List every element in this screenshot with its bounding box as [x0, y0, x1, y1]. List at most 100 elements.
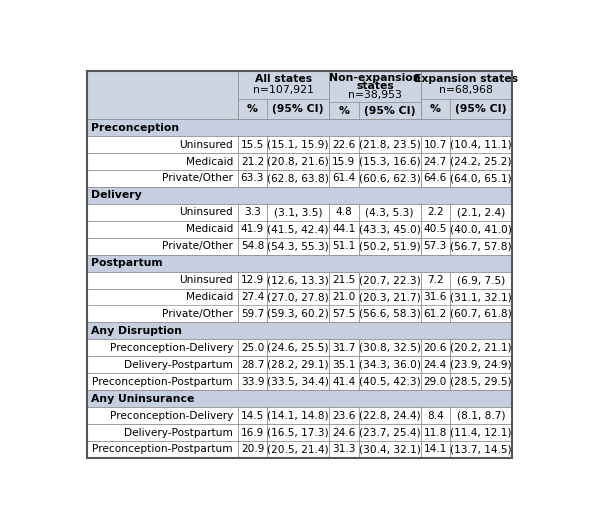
Bar	[267, 136, 329, 153]
Text: Uninsured: Uninsured	[179, 207, 233, 217]
Bar	[329, 238, 359, 255]
Bar	[421, 373, 450, 390]
Text: 54.8: 54.8	[241, 241, 264, 251]
Text: (95% CI): (95% CI)	[455, 104, 507, 114]
Text: %: %	[430, 104, 441, 114]
Bar	[86, 136, 238, 153]
Text: 31.3: 31.3	[332, 444, 356, 455]
Bar	[421, 204, 450, 221]
Bar	[450, 238, 512, 255]
Bar	[86, 322, 512, 339]
Bar	[359, 424, 421, 441]
Bar	[86, 373, 238, 390]
Bar	[86, 356, 238, 373]
Text: 31.6: 31.6	[424, 292, 447, 302]
Text: 51.1: 51.1	[332, 241, 356, 251]
Bar	[86, 204, 238, 221]
Text: 11.8: 11.8	[424, 427, 447, 438]
Bar	[329, 356, 359, 373]
Bar	[421, 153, 450, 170]
Text: 31.7: 31.7	[332, 343, 356, 353]
Text: Non-expansion: Non-expansion	[329, 73, 421, 83]
Text: (40.5, 42.3): (40.5, 42.3)	[359, 376, 421, 387]
Text: 21.2: 21.2	[241, 157, 264, 167]
Bar	[359, 305, 421, 322]
Bar	[359, 407, 421, 424]
Bar	[450, 373, 512, 390]
Bar	[238, 238, 267, 255]
Text: Preconception-Postpartum: Preconception-Postpartum	[92, 444, 233, 455]
Bar	[450, 170, 512, 187]
Text: Preconception-Delivery: Preconception-Delivery	[110, 343, 233, 353]
Bar	[450, 356, 512, 373]
Text: (28.2, 29.1): (28.2, 29.1)	[268, 360, 329, 370]
Bar	[86, 305, 238, 322]
Text: (4.3, 5.3): (4.3, 5.3)	[365, 207, 414, 217]
Text: 41.4: 41.4	[332, 376, 356, 387]
Text: 16.9: 16.9	[241, 427, 264, 438]
Text: All states: All states	[255, 74, 312, 84]
Text: 10.7: 10.7	[424, 140, 447, 150]
Text: Medicaid: Medicaid	[186, 292, 233, 302]
Bar	[238, 221, 267, 238]
Bar	[86, 339, 238, 356]
Text: 24.4: 24.4	[424, 360, 447, 370]
Text: %: %	[247, 104, 258, 114]
Bar	[238, 424, 267, 441]
Text: (59.3, 60.2): (59.3, 60.2)	[268, 309, 329, 319]
Bar	[329, 339, 359, 356]
Bar	[450, 424, 512, 441]
Text: 57.3: 57.3	[424, 241, 447, 251]
Text: 61.4: 61.4	[332, 174, 356, 183]
Text: Any Disruption: Any Disruption	[91, 326, 182, 336]
Bar	[86, 119, 512, 136]
Bar	[267, 305, 329, 322]
Bar	[421, 272, 450, 288]
Text: 21.0: 21.0	[332, 292, 356, 302]
Text: Private/Other: Private/Other	[162, 241, 233, 251]
Text: 41.9: 41.9	[241, 224, 264, 234]
Text: (8.1, 8.7): (8.1, 8.7)	[457, 410, 505, 421]
Text: 25.0: 25.0	[241, 343, 264, 353]
Bar	[267, 441, 329, 458]
Bar	[359, 272, 421, 288]
Bar	[238, 441, 267, 458]
Bar	[86, 170, 238, 187]
Bar	[86, 390, 512, 407]
Text: (30.4, 32.1): (30.4, 32.1)	[359, 444, 421, 455]
Text: (95% CI): (95% CI)	[272, 104, 324, 114]
Bar	[267, 204, 329, 221]
Bar	[238, 407, 267, 424]
Text: 59.7: 59.7	[241, 309, 264, 319]
Bar	[238, 373, 267, 390]
Bar	[238, 356, 267, 373]
Text: (60.7, 61.8): (60.7, 61.8)	[450, 309, 512, 319]
Text: (41.5, 42.4): (41.5, 42.4)	[268, 224, 329, 234]
Bar	[238, 339, 267, 356]
Text: Private/Other: Private/Other	[162, 174, 233, 183]
Bar	[421, 407, 450, 424]
Text: 2.2: 2.2	[427, 207, 443, 217]
Text: n=107,921: n=107,921	[253, 85, 314, 95]
Text: (56.6, 58.3): (56.6, 58.3)	[359, 309, 421, 319]
Text: (50.2, 51.9): (50.2, 51.9)	[359, 241, 421, 251]
Bar	[86, 221, 238, 238]
Text: (60.6, 62.3): (60.6, 62.3)	[359, 174, 421, 183]
Text: 14.1: 14.1	[424, 444, 447, 455]
Bar	[450, 407, 512, 424]
Text: (31.1, 32.1): (31.1, 32.1)	[450, 292, 512, 302]
Text: (21.8, 23.5): (21.8, 23.5)	[359, 140, 421, 150]
Text: (28.5, 29.5): (28.5, 29.5)	[450, 376, 512, 387]
Bar	[359, 221, 421, 238]
Text: states: states	[356, 81, 394, 91]
Text: Any Uninsurance: Any Uninsurance	[91, 393, 194, 404]
Bar	[329, 424, 359, 441]
Text: 27.4: 27.4	[241, 292, 264, 302]
Bar	[329, 170, 359, 187]
Bar	[86, 255, 512, 272]
Text: (27.0, 27.8): (27.0, 27.8)	[268, 292, 329, 302]
Text: Preconception-Delivery: Preconception-Delivery	[110, 410, 233, 421]
Bar	[421, 238, 450, 255]
Text: Medicaid: Medicaid	[186, 157, 233, 167]
Bar	[238, 305, 267, 322]
